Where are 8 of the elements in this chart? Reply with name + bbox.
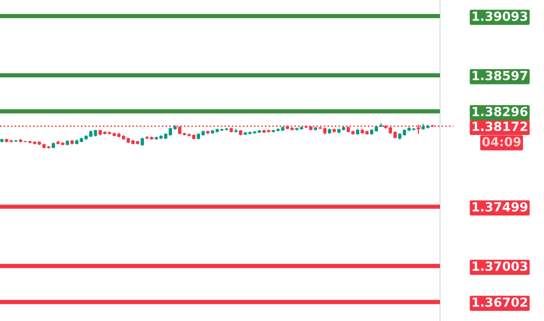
y-tick-label: 1.36702: [472, 297, 528, 307]
y-tick-label: 1.38597: [472, 70, 528, 80]
y-tick-label: 1.37499: [472, 202, 528, 212]
y-tick-label: 1.38296: [472, 106, 528, 116]
text: 04:09: [482, 137, 521, 146]
y-tick-label: 1.39093: [472, 12, 528, 21]
y-tick-label: 1.38172: [472, 122, 528, 132]
y-tick-label: 1.37003: [472, 261, 528, 271]
